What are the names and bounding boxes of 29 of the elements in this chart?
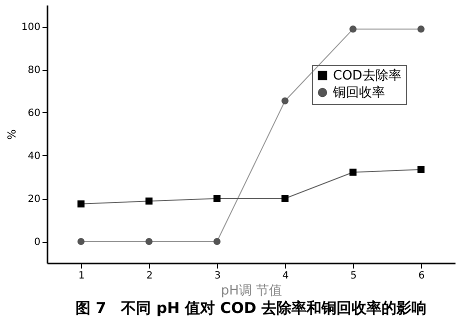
y-tick-label: 20: [28, 194, 40, 205]
point: [281, 194, 289, 202]
point: [145, 198, 153, 205]
y-tick-label: 100: [21, 22, 40, 33]
point: [281, 97, 289, 104]
y-tick-label: 80: [28, 65, 40, 76]
x-tick-label: 4: [282, 270, 289, 282]
point: [349, 168, 357, 176]
point: [417, 166, 425, 174]
x-tick-label: 6: [418, 270, 425, 282]
y-axis-title: %: [5, 129, 18, 140]
point: [349, 26, 357, 33]
point: [417, 26, 425, 33]
point: [213, 238, 221, 246]
x-tick-label: 3: [214, 270, 221, 282]
x-tick-label: 5: [350, 270, 357, 282]
x-tick-label: 2: [146, 270, 153, 282]
legend-label: 铜回收率: [332, 84, 385, 100]
x-tick-label: 1: [78, 270, 85, 282]
point: [145, 238, 153, 246]
x-axis-title: pH调 节值: [220, 284, 282, 298]
text: 图 7 不同 pH 值对 COD 去除率和铜回收率的影响: [75, 299, 427, 317]
legend-label: COD去除率: [333, 68, 402, 84]
y-tick-label: 60: [28, 108, 40, 119]
point: [77, 200, 85, 208]
y-tick-label: 0: [34, 237, 40, 248]
point: [213, 194, 221, 202]
y-tick-label: 40: [28, 151, 40, 162]
point: [77, 238, 85, 246]
